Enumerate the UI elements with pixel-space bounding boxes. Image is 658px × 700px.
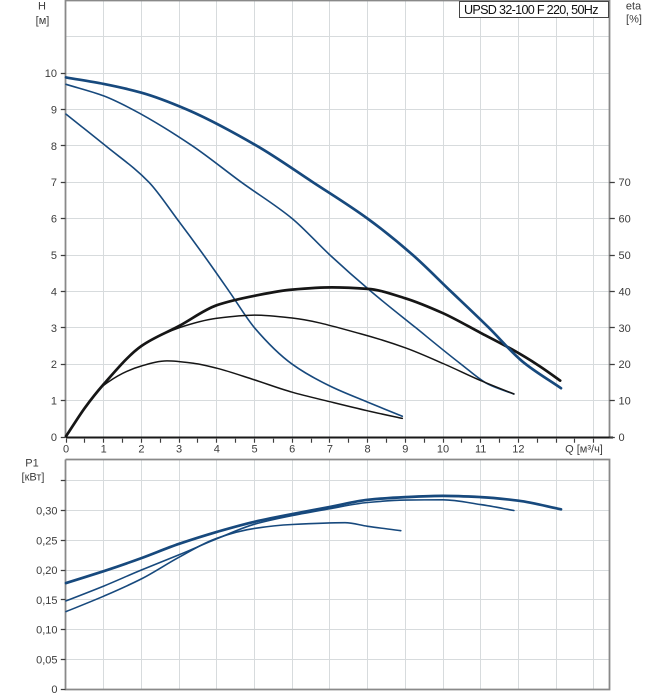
svg-text:6: 6 — [51, 214, 57, 226]
svg-text:7: 7 — [51, 177, 57, 189]
svg-text:0,05: 0,05 — [36, 654, 57, 666]
svg-text:4: 4 — [51, 286, 57, 298]
svg-text:8: 8 — [365, 444, 371, 456]
svg-text:10: 10 — [45, 68, 57, 80]
svg-text:6: 6 — [289, 444, 295, 456]
svg-text:2: 2 — [138, 444, 144, 456]
svg-text:10: 10 — [619, 396, 631, 408]
svg-text:4: 4 — [214, 444, 220, 456]
svg-text:P1: P1 — [25, 458, 38, 470]
svg-text:0: 0 — [63, 444, 69, 456]
svg-text:0,30: 0,30 — [36, 506, 57, 518]
svg-text:0: 0 — [51, 432, 57, 444]
svg-text:70: 70 — [619, 177, 631, 189]
svg-text:Q [м³/ч]: Q [м³/ч] — [565, 444, 603, 456]
svg-text:eta: eta — [626, 1, 642, 13]
svg-text:5: 5 — [51, 250, 57, 262]
svg-text:8: 8 — [51, 141, 57, 153]
svg-text:0: 0 — [619, 432, 625, 444]
svg-text:5: 5 — [251, 444, 257, 456]
svg-text:0: 0 — [51, 684, 57, 696]
svg-text:40: 40 — [619, 286, 631, 298]
svg-text:60: 60 — [619, 214, 631, 226]
svg-text:7: 7 — [327, 444, 333, 456]
svg-text:50: 50 — [619, 250, 631, 262]
svg-text:UPSD 32-100 F 220, 50Hz: UPSD 32-100 F 220, 50Hz — [464, 3, 599, 17]
svg-text:20: 20 — [619, 359, 631, 371]
svg-text:0,15: 0,15 — [36, 595, 57, 607]
svg-text:30: 30 — [619, 323, 631, 335]
svg-text:9: 9 — [402, 444, 408, 456]
svg-text:3: 3 — [51, 323, 57, 335]
svg-text:[%]: [%] — [626, 14, 642, 26]
svg-text:11: 11 — [475, 444, 486, 456]
svg-text:[кВт]: [кВт] — [22, 472, 45, 484]
svg-text:9: 9 — [51, 104, 57, 116]
svg-text:12: 12 — [512, 444, 524, 456]
svg-text:2: 2 — [51, 359, 57, 371]
svg-text:0,25: 0,25 — [36, 535, 57, 547]
svg-text:[м]: [м] — [36, 15, 50, 27]
svg-text:H: H — [38, 1, 46, 13]
svg-text:10: 10 — [437, 444, 449, 456]
svg-text:0,10: 0,10 — [36, 625, 57, 637]
svg-text:0,20: 0,20 — [36, 565, 57, 577]
svg-text:1: 1 — [101, 444, 107, 456]
svg-text:1: 1 — [51, 396, 57, 408]
svg-text:3: 3 — [176, 444, 182, 456]
